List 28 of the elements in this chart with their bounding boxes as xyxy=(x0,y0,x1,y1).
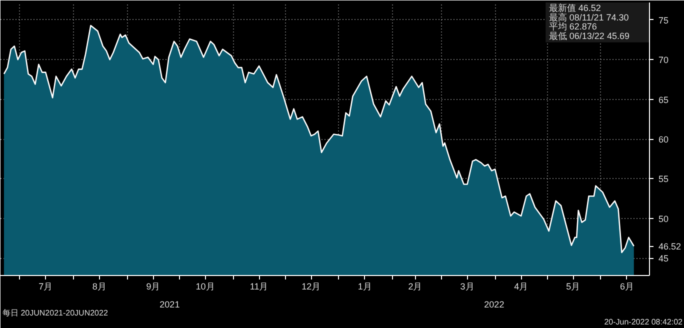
y-tick-label: 50 xyxy=(658,214,669,224)
y-tick-label: 65 xyxy=(658,94,669,105)
y-tick-label: 70 xyxy=(658,55,669,66)
x-tick-label: 1月 xyxy=(358,282,372,292)
annotation: 最低 06/13/22 45.69 xyxy=(548,30,630,41)
y-tick-label: 55 xyxy=(658,174,669,184)
text: 2022 xyxy=(484,300,504,310)
x-tick-label: 11月 xyxy=(250,282,268,292)
x-tick-label: 2月 xyxy=(408,282,422,292)
annotation: 最高 08/11/21 74.30 xyxy=(548,12,629,22)
text: 每日 20JUN2021-20JUN2022 xyxy=(2,308,108,318)
x-tick-label: 6月 xyxy=(620,282,634,292)
y-tick-label: 60 xyxy=(658,134,669,144)
annotation: 平均 62.876 xyxy=(548,22,597,32)
x-tick-label: 8月 xyxy=(92,282,106,292)
text: 2021 xyxy=(160,300,180,310)
x-tick-label: 12月 xyxy=(302,282,321,292)
x-tick-label: 10月 xyxy=(196,282,215,292)
x-tick-label: 3月 xyxy=(460,282,474,292)
annotation: 最新值 46.52 xyxy=(548,3,601,14)
x-tick-label: 7月 xyxy=(38,282,53,292)
y-tick-label: 45 xyxy=(658,254,669,264)
y-tick-label: 75 xyxy=(658,15,669,26)
x-tick-label: 9月 xyxy=(146,282,160,292)
text: 20-Jun-2022 08:42:02 xyxy=(604,318,684,326)
text: 46.52 xyxy=(658,242,682,252)
x-tick-label: 4月 xyxy=(514,282,528,292)
x-tick-label: 5月 xyxy=(566,282,580,292)
